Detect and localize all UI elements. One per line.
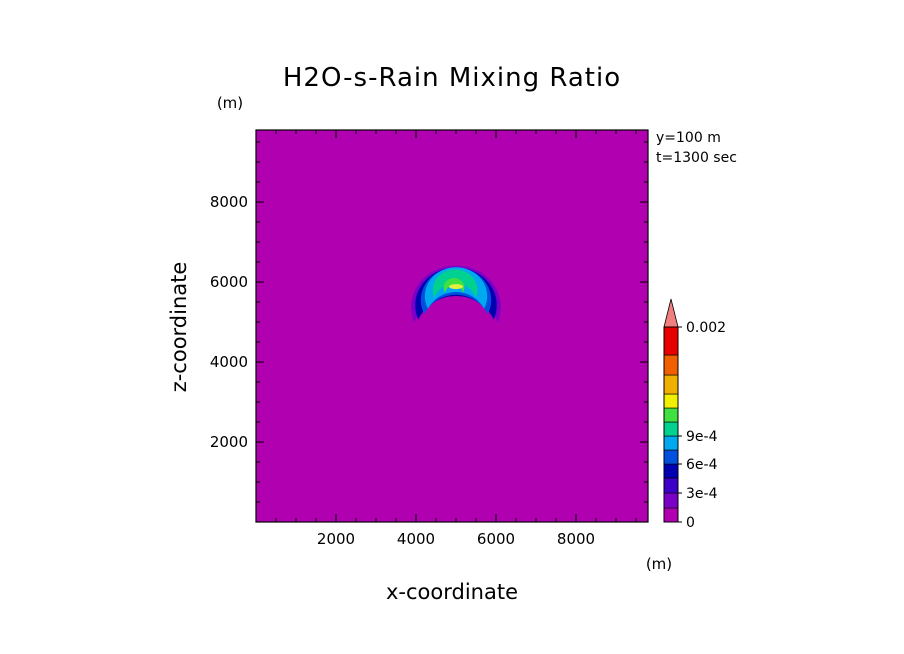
colorbar-band-7 <box>663 407 679 423</box>
x-tick-label: 6000 <box>477 530 515 548</box>
colorbar-band-10 <box>663 354 679 376</box>
contour-core <box>449 284 463 290</box>
colorbar: 0 3e-4 6e-4 9e-4 0.002 <box>663 298 726 531</box>
colorbar-band-6 <box>663 421 679 437</box>
y-tick-label: 6000 <box>210 273 248 291</box>
colorbar-band-5 <box>663 435 679 451</box>
colorbar-tick-label: 3e-4 <box>686 486 718 502</box>
x-tick-label: 2000 <box>317 530 355 548</box>
x-axis-label: x-coordinate <box>386 580 518 604</box>
colorbar-tick-label: 9e-4 <box>686 429 718 445</box>
colorbar-tick-label: 0 <box>686 515 695 531</box>
colorbar-tick-label: 0.002 <box>686 320 726 336</box>
contour-field <box>256 130 648 522</box>
chart-title: H2O-s-Rain Mixing Ratio <box>283 63 621 93</box>
colorbar-band-9 <box>663 374 679 395</box>
x-tick-label: 8000 <box>557 530 595 548</box>
plot-frame <box>255 129 649 523</box>
y-unit-label: (m) <box>217 94 243 112</box>
y-tick-label: 2000 <box>210 433 248 451</box>
axes: 2000 4000 6000 8000 2000 4000 6000 8000 <box>210 129 649 548</box>
x-tick-label: 4000 <box>397 530 435 548</box>
y-axis-label: z-coordinate <box>167 262 191 393</box>
colorbar-band-3 <box>663 463 679 479</box>
colorbar-extend-arrow <box>663 298 679 328</box>
annotation-t: t=1300 sec <box>656 150 737 166</box>
annotation-y: y=100 m <box>656 130 721 146</box>
colorbar-tick-label: 6e-4 <box>686 457 718 473</box>
y-tick-label: 8000 <box>210 193 248 211</box>
colorbar-band-2 <box>663 477 679 494</box>
colorbar-band-1 <box>663 492 679 509</box>
y-tick-label: 4000 <box>210 353 248 371</box>
colorbar-band-4 <box>663 449 679 465</box>
colorbar-frame <box>663 326 679 523</box>
colorbar-band-11 <box>663 326 679 356</box>
colorbar-band-8 <box>663 393 679 409</box>
x-unit-label: (m) <box>646 555 672 573</box>
colorbar-band-0 <box>663 507 679 523</box>
